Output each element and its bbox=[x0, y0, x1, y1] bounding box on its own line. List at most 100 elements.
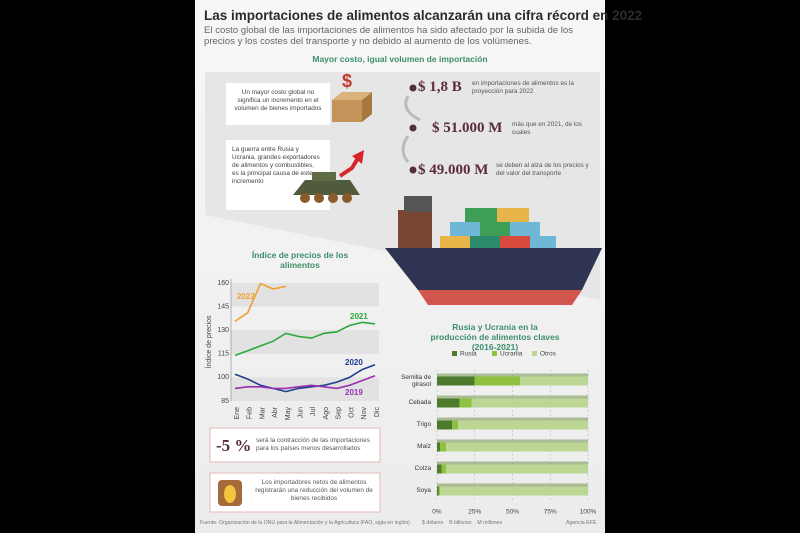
callout-box bbox=[209, 427, 381, 463]
bar-segment bbox=[437, 398, 460, 408]
container bbox=[510, 222, 540, 236]
fact-amount: $ 49.000 M bbox=[418, 162, 489, 178]
container bbox=[480, 222, 510, 236]
x-tick-label: 50% bbox=[506, 509, 519, 516]
grid-band bbox=[231, 330, 379, 354]
ship-chimney bbox=[398, 210, 432, 248]
fact-dot bbox=[409, 166, 417, 174]
legend-swatch bbox=[452, 351, 457, 356]
x-tick-label: Sep bbox=[336, 407, 343, 420]
bar-segment bbox=[437, 442, 441, 452]
fact-dot bbox=[409, 124, 417, 132]
x-tick-label: May bbox=[285, 407, 292, 421]
x-tick-label: Feb bbox=[247, 407, 254, 419]
arrow-icon bbox=[338, 156, 360, 178]
line bbox=[234, 282, 287, 323]
ship-hull bbox=[418, 290, 582, 305]
category-label: Trigo bbox=[416, 421, 431, 428]
x-tick-label: Dic bbox=[374, 407, 381, 418]
section-title: Mayor costo, igual volumen de importació… bbox=[312, 54, 488, 64]
box-icon bbox=[332, 100, 362, 122]
ship-chimney bbox=[404, 196, 432, 212]
y-axis-label: Índice de precios bbox=[204, 315, 213, 368]
category-label: Soya bbox=[416, 487, 431, 494]
x-tick-label: 25% bbox=[468, 509, 481, 516]
note-box bbox=[226, 83, 330, 125]
tank-icon bbox=[312, 172, 336, 181]
legend-label: Otros bbox=[540, 351, 557, 358]
source: Fuente: Organización de la ONU para la A… bbox=[200, 520, 410, 526]
bar-top bbox=[437, 395, 588, 399]
grid-band bbox=[231, 283, 379, 307]
bar-top bbox=[437, 483, 588, 487]
series-label: 2019 bbox=[345, 388, 363, 397]
bar-segment bbox=[459, 398, 472, 408]
container bbox=[497, 208, 529, 222]
category-label: Colza bbox=[414, 465, 431, 472]
tank-icon bbox=[342, 193, 352, 203]
x-tick-label: 0% bbox=[432, 509, 442, 516]
bar-segment bbox=[440, 442, 447, 452]
callout-text: será la contracción de las importaciones… bbox=[256, 437, 371, 452]
grid-band bbox=[231, 377, 379, 401]
category-label: Semilla de girasol bbox=[401, 374, 431, 388]
subtitle: El costo global de las importaciones de … bbox=[204, 25, 574, 47]
fact-arrow bbox=[401, 135, 410, 163]
tank-icon bbox=[328, 193, 338, 203]
corn-icon bbox=[224, 485, 236, 503]
x-tick-label: Nov bbox=[361, 407, 368, 420]
series-label: 2022 bbox=[237, 292, 255, 301]
container bbox=[450, 222, 480, 236]
fact-text: en importaciones de alimentos es la proy… bbox=[472, 80, 574, 95]
bar-segment bbox=[440, 486, 588, 496]
bar-segment bbox=[520, 376, 588, 386]
container bbox=[500, 236, 530, 250]
series-label: 2021 bbox=[350, 312, 368, 321]
x-tick-label: Mar bbox=[259, 406, 266, 419]
bar-top bbox=[437, 373, 588, 377]
legend-label: Ucrania bbox=[500, 351, 523, 358]
fact-text: más que en 2021, de los cuales bbox=[512, 121, 582, 136]
note: La guerra entre Rusia y Ucrania, grandes… bbox=[232, 146, 320, 185]
fact-arrow bbox=[404, 95, 421, 122]
x-tick-label: Oct bbox=[348, 407, 355, 418]
bar-segment bbox=[446, 464, 588, 474]
tank-icon bbox=[293, 180, 360, 195]
x-tick-label: Jul bbox=[310, 407, 317, 416]
tank-icon bbox=[300, 193, 310, 203]
line bbox=[234, 364, 376, 393]
fact-text: se deben al alza de los precios y del va… bbox=[496, 162, 589, 177]
callout-text: Los importadores netos de alimentos regi… bbox=[255, 479, 373, 502]
bar-top bbox=[437, 439, 588, 443]
container bbox=[470, 236, 500, 250]
x-tick-label: Abr bbox=[272, 406, 279, 418]
bar-segment bbox=[437, 376, 475, 386]
fact-amount: $ 1,8 B bbox=[418, 79, 462, 95]
bar-top bbox=[437, 461, 588, 465]
x-tick-label: 100% bbox=[580, 509, 597, 516]
legend-label: Rusia bbox=[460, 351, 477, 358]
fact-dot bbox=[409, 84, 417, 92]
ship-hull bbox=[385, 248, 602, 290]
bar-top bbox=[437, 417, 588, 421]
container bbox=[465, 208, 497, 222]
note: Un mayor costo global no significa un in… bbox=[234, 89, 322, 112]
credit: Agencia EFE bbox=[566, 520, 597, 526]
bar-segment bbox=[437, 420, 453, 430]
bar-segment bbox=[438, 486, 441, 496]
x-tick-label: Jun bbox=[297, 407, 304, 418]
container bbox=[530, 236, 556, 250]
bar-segment bbox=[458, 420, 588, 430]
title: Las importaciones de alimentos alcanzará… bbox=[204, 8, 643, 23]
category-label: Cebada bbox=[408, 399, 431, 406]
tank-icon bbox=[314, 193, 324, 203]
bar-segment bbox=[474, 376, 521, 386]
y-tick-label: 145 bbox=[217, 303, 229, 310]
bar-segment bbox=[437, 464, 442, 474]
chart-title: Índice de precios de los alimentos bbox=[251, 250, 349, 270]
bar-segment bbox=[437, 486, 439, 496]
container bbox=[440, 236, 470, 250]
box-icon bbox=[332, 92, 372, 100]
